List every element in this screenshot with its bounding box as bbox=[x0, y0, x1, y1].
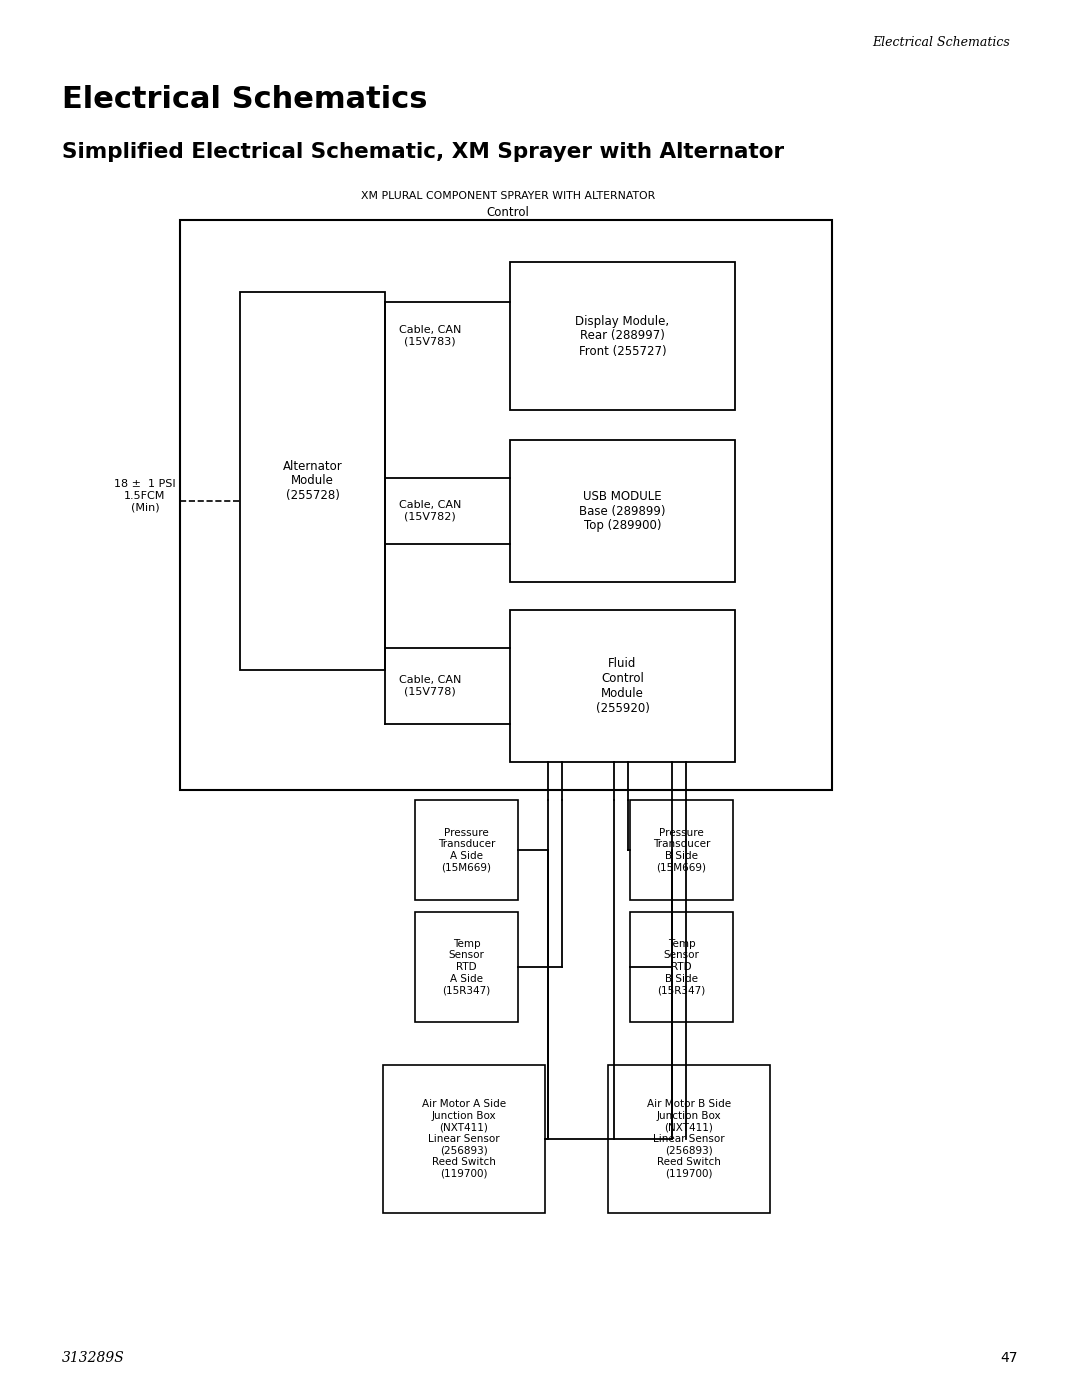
Text: USB MODULE
Base (289899)
Top (289900): USB MODULE Base (289899) Top (289900) bbox=[579, 489, 665, 532]
Text: Pressure
Transducer
A Side
(15M669): Pressure Transducer A Side (15M669) bbox=[437, 827, 496, 872]
Text: Electrical Schematics: Electrical Schematics bbox=[873, 35, 1010, 49]
Bar bbox=[180, 219, 832, 789]
Text: Control: Control bbox=[487, 205, 529, 218]
Bar bbox=[608, 1065, 770, 1213]
Text: 313289S: 313289S bbox=[62, 1351, 125, 1365]
Text: Pressure
Transducer
B Side
(15M669): Pressure Transducer B Side (15M669) bbox=[652, 827, 711, 872]
Bar bbox=[415, 800, 518, 900]
Text: Simplified Electrical Schematic, XM Sprayer with Alternator: Simplified Electrical Schematic, XM Spra… bbox=[62, 142, 784, 162]
Bar bbox=[415, 912, 518, 1023]
Text: 47: 47 bbox=[1000, 1351, 1018, 1365]
Text: XM PLURAL COMPONENT SPRAYER WITH ALTERNATOR: XM PLURAL COMPONENT SPRAYER WITH ALTERNA… bbox=[361, 191, 656, 201]
Text: Alternator
Module
(255728): Alternator Module (255728) bbox=[283, 460, 342, 503]
Bar bbox=[510, 263, 735, 409]
Bar bbox=[383, 1065, 545, 1213]
Text: Air Motor A Side
Junction Box
(NXT411)
Linear Sensor
(256893)
Reed Switch
(11970: Air Motor A Side Junction Box (NXT411) L… bbox=[422, 1099, 507, 1179]
Text: 18 ±  1 PSI
1.5FCM
(Min): 18 ± 1 PSI 1.5FCM (Min) bbox=[114, 479, 176, 513]
Text: Display Module,
Rear (288997)
Front (255727): Display Module, Rear (288997) Front (255… bbox=[576, 314, 670, 358]
Text: Fluid
Control
Module
(255920): Fluid Control Module (255920) bbox=[595, 657, 649, 715]
Text: Cable, CAN
(15V783): Cable, CAN (15V783) bbox=[399, 326, 461, 346]
Bar bbox=[630, 912, 733, 1023]
Text: Cable, CAN
(15V778): Cable, CAN (15V778) bbox=[399, 675, 461, 697]
Bar bbox=[630, 800, 733, 900]
Text: Air Motor B Side
Junction Box
(NXT411)
Linear Sensor
(256893)
Reed Switch
(11970: Air Motor B Side Junction Box (NXT411) L… bbox=[647, 1099, 731, 1179]
Bar bbox=[510, 610, 735, 761]
Bar bbox=[240, 292, 384, 671]
Text: Temp
Sensor
RTD
A Side
(15R347): Temp Sensor RTD A Side (15R347) bbox=[443, 939, 490, 995]
Text: Temp
Sensor
RTD
B Side
(15R347): Temp Sensor RTD B Side (15R347) bbox=[658, 939, 705, 995]
Text: Electrical Schematics: Electrical Schematics bbox=[62, 85, 428, 115]
Bar bbox=[510, 440, 735, 583]
Text: Cable, CAN
(15V782): Cable, CAN (15V782) bbox=[399, 500, 461, 522]
